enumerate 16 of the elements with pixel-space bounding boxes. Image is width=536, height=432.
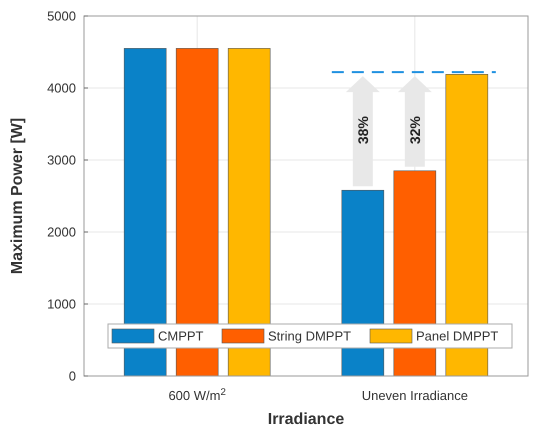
- x-axis-title: Irradiance: [268, 411, 344, 428]
- y-axis-title: Maximum Power [W]: [9, 118, 26, 274]
- annotation: 38%: [354, 116, 371, 144]
- y-tick-label: 1000: [47, 296, 76, 312]
- x-tick-label: 600 W/m$^{2}$: [168, 386, 226, 403]
- y-tick-label: 2000: [47, 224, 76, 240]
- legend-label: CMPPT: [158, 328, 204, 344]
- annotation: 32%: [406, 116, 423, 144]
- y-tick-label: 3000: [47, 152, 76, 168]
- legend-label: String DMPPT: [268, 328, 352, 344]
- x-tick-label: Uneven Irradiance: [362, 388, 468, 403]
- y-tick-label: 0: [68, 368, 76, 384]
- y-tick-label: 4000: [47, 80, 76, 96]
- bar: [228, 48, 270, 376]
- legend-label: Panel DMPPT: [416, 328, 498, 344]
- y-tick-label: 5000: [47, 8, 76, 24]
